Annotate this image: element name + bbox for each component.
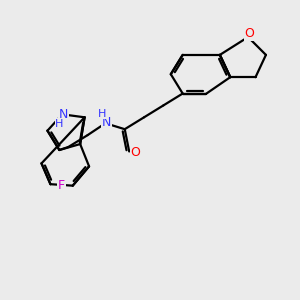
Text: F: F	[58, 178, 65, 192]
Text: H: H	[98, 109, 106, 119]
Text: N: N	[102, 116, 111, 129]
Text: O: O	[244, 27, 254, 40]
Text: N: N	[59, 108, 68, 122]
Text: O: O	[130, 146, 140, 159]
Text: H: H	[55, 119, 64, 129]
